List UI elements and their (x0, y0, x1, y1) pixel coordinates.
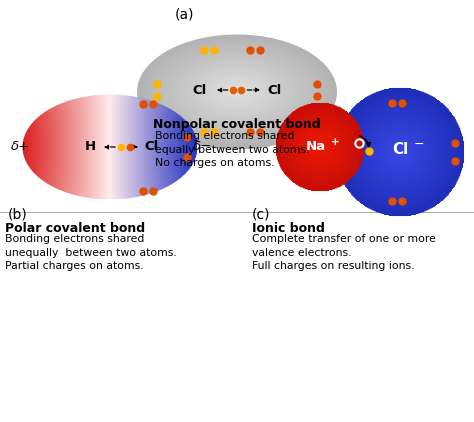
Text: Cl: Cl (193, 84, 207, 97)
Text: Complete transfer of one or more
valence electrons.
Full charges on resulting io: Complete transfer of one or more valence… (252, 234, 436, 271)
Text: (c): (c) (252, 207, 271, 221)
Text: Na: Na (306, 141, 326, 154)
Text: +: + (331, 137, 340, 147)
Text: H: H (84, 141, 96, 154)
Text: Polar covalent bond: Polar covalent bond (5, 222, 145, 235)
Text: Bonding electrons shared
unequally  between two atoms.
Partial charges on atoms.: Bonding electrons shared unequally betwe… (5, 234, 177, 271)
Text: δ+: δ+ (10, 141, 29, 154)
Text: Cl: Cl (392, 143, 408, 157)
Text: (a): (a) (175, 7, 195, 21)
Text: (b): (b) (8, 207, 28, 221)
Text: Cl: Cl (145, 141, 159, 154)
Text: Cl: Cl (268, 84, 282, 97)
Text: Ionic bond: Ionic bond (252, 222, 325, 235)
Text: Bonding electrons shared
equally between two atoms.
No charges on atoms.: Bonding electrons shared equally between… (155, 131, 310, 168)
Text: Nonpolar covalent bond: Nonpolar covalent bond (153, 118, 321, 131)
Text: −: − (414, 138, 425, 151)
Text: δ−: δ− (192, 141, 211, 154)
